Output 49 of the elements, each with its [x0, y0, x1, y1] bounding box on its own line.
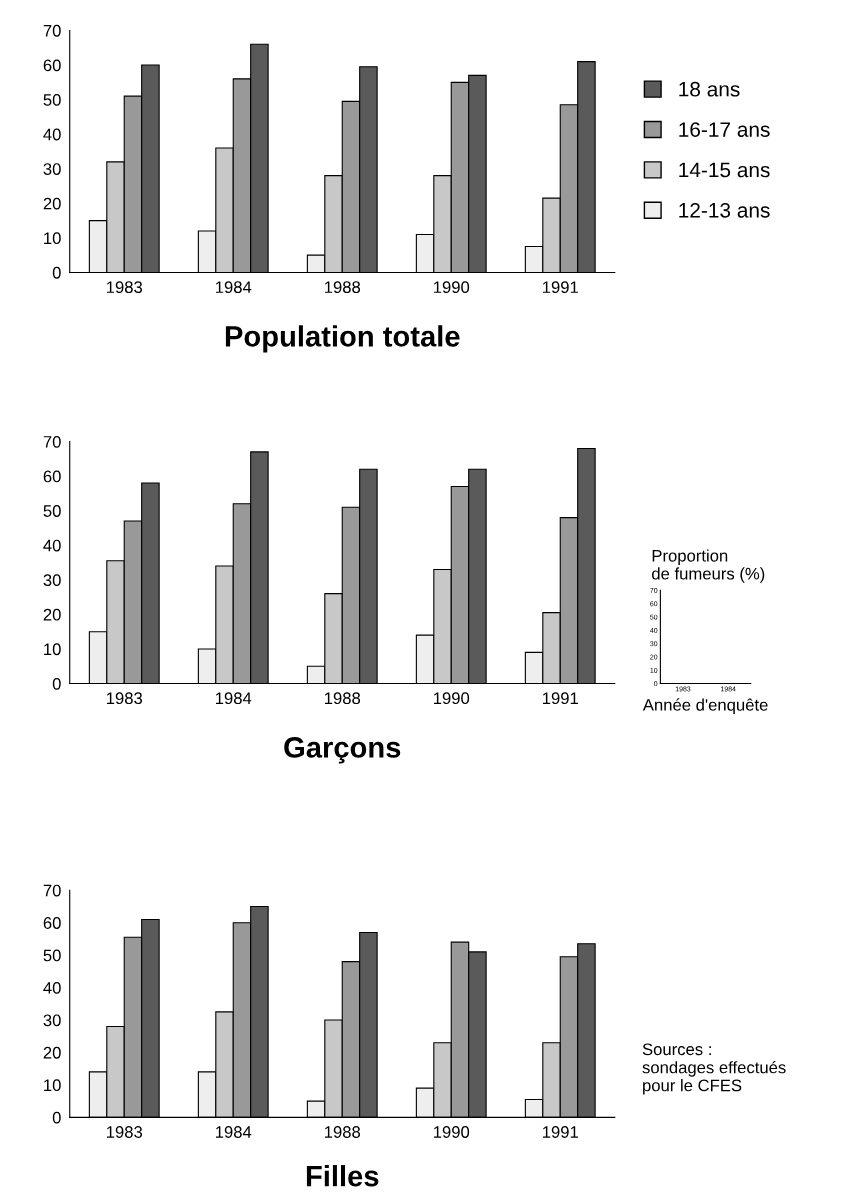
y-tick-label: 50: [43, 505, 61, 517]
x-tick-label: 1991: [542, 692, 578, 705]
x-tick-label: 1990: [433, 281, 470, 294]
y-tick-label: 30: [43, 1014, 61, 1027]
y-tick-label: 20: [43, 1046, 61, 1059]
legend-label: 18 ans: [679, 81, 740, 97]
x-tick-label: 1984: [215, 692, 252, 705]
y-tick-label: 0: [52, 1111, 61, 1124]
y-axis-title: Proportion de fumeurs (%): [652, 549, 765, 583]
y-tick-label: 30: [43, 163, 61, 175]
x-tick-label: 1988: [324, 692, 361, 705]
legend-label: 12-13 ans: [679, 202, 770, 218]
x-tick-label: 1984: [215, 1126, 252, 1138]
legend-label: 14-15 ans: [679, 162, 770, 178]
y-tick-label: 10: [44, 643, 61, 656]
y-tick-label: 30: [43, 574, 61, 587]
y-tick-label: 70: [43, 435, 61, 448]
source-note: Sources : sondages effectués pour le CFES: [642, 1043, 786, 1095]
y-tick-label: 0: [52, 677, 61, 690]
x-tick-label: 1991: [542, 1126, 578, 1138]
y-tick-label: 60: [43, 59, 61, 72]
y-tick-label: 60: [43, 917, 61, 929]
x-tick-label: 1988: [324, 1126, 361, 1138]
y-tick-label: 40: [43, 128, 61, 141]
x-tick-label: 1990: [433, 1126, 470, 1138]
y-tick-label: 0: [52, 266, 61, 279]
x-tick-label: 1991: [542, 281, 578, 294]
legend-label: 16-17 ans: [679, 122, 770, 137]
x-tick-label: 1984: [215, 281, 252, 294]
y-tick-label: 40: [43, 539, 61, 552]
x-tick-label: 1990: [433, 692, 470, 705]
text: Filles: [306, 1165, 379, 1187]
y-tick-label: 70: [43, 884, 61, 897]
x-axis-title: Année d'enquête: [642, 698, 768, 715]
y-tick-label: 10: [44, 232, 61, 245]
y-tick-label: 20: [43, 197, 61, 210]
y-tick-label: 60: [43, 470, 61, 483]
y-tick-label: 50: [43, 94, 61, 106]
y-tick-label: 20: [43, 608, 61, 621]
x-tick-label: 1988: [324, 281, 361, 294]
text: Garçons: [284, 737, 401, 764]
text: Population totale: [225, 325, 460, 353]
x-tick-label: 1983: [106, 1126, 143, 1138]
y-tick-label: 10: [44, 1079, 61, 1092]
y-tick-label: 50: [43, 949, 61, 962]
y-tick-label: 70: [43, 24, 61, 37]
x-tick-label: 1983: [106, 692, 143, 705]
x-tick-label: 1983: [106, 281, 143, 294]
y-tick-label: 40: [43, 981, 61, 994]
